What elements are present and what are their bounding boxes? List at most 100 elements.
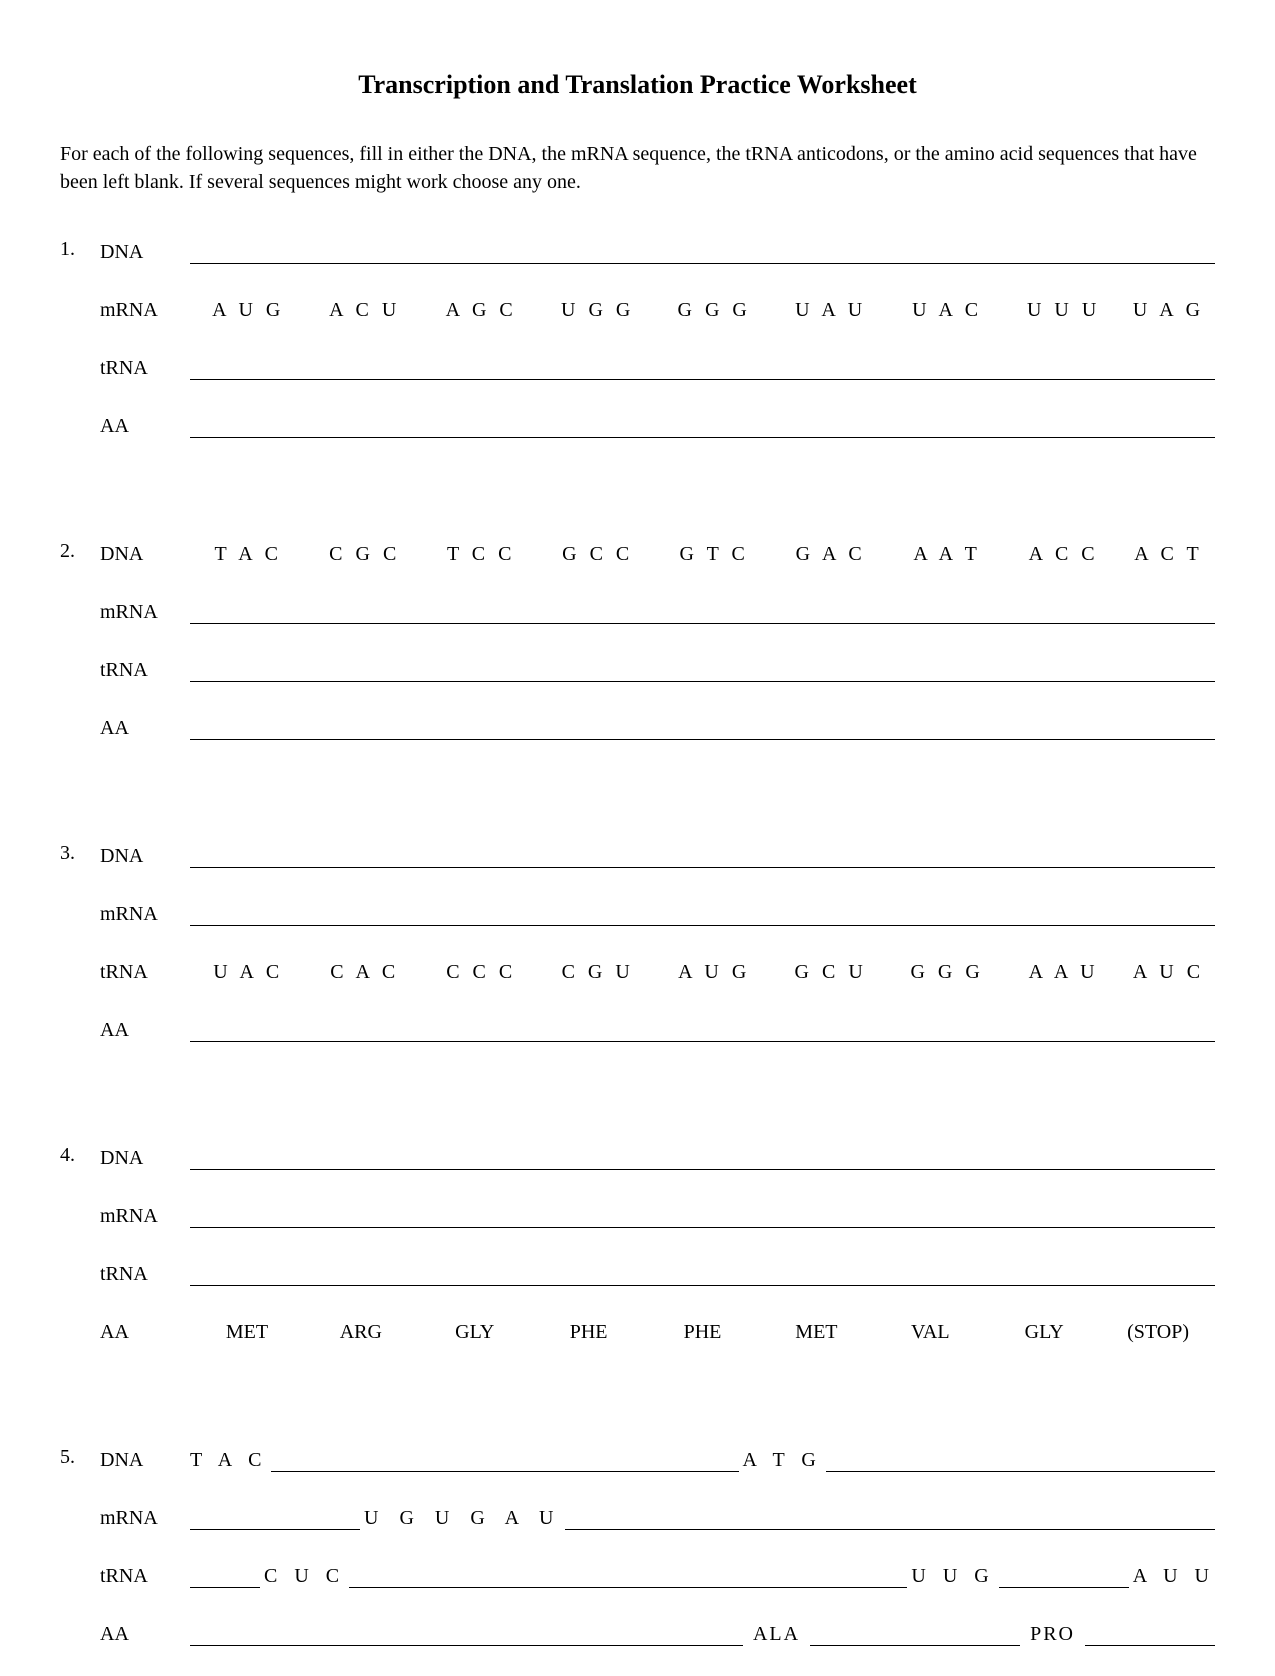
- codon: G C U: [772, 961, 888, 984]
- worksheet-page: Transcription and Translation Practice W…: [60, 70, 1215, 1676]
- amino-acid: GLY: [418, 1321, 532, 1344]
- blank-line[interactable]: [271, 1454, 738, 1472]
- blank-line[interactable]: [190, 420, 1215, 438]
- blank-line[interactable]: [190, 1024, 1215, 1042]
- codon: G A C: [772, 543, 888, 566]
- codon: U U G: [911, 1565, 994, 1588]
- codon: A G C: [423, 299, 539, 322]
- amino-acid: PRO: [1030, 1623, 1075, 1646]
- blank-line[interactable]: [826, 1454, 1215, 1472]
- codon: U A C: [889, 299, 1005, 322]
- row-label-aa: AA: [100, 1321, 190, 1344]
- row-label-dna: DNA: [100, 241, 190, 264]
- problem-3: 3. DNA mRNA tRNA U A C C A C C C C C G U…: [60, 840, 1215, 1072]
- blank-line[interactable]: [190, 246, 1215, 264]
- trna-row: tRNA C U C U U G A U U: [100, 1560, 1215, 1588]
- row-label-aa: AA: [100, 1623, 190, 1646]
- aa-row: AA ALA PRO: [100, 1618, 1215, 1646]
- codon: C G C: [306, 543, 422, 566]
- blank-line[interactable]: [190, 850, 1215, 868]
- blank-line[interactable]: [190, 1570, 260, 1588]
- row-label-trna: tRNA: [100, 659, 190, 682]
- trna-row: tRNA: [100, 654, 1215, 682]
- blank-line[interactable]: [190, 722, 1215, 740]
- dna-row: DNA: [100, 840, 1215, 868]
- codon: C U C: [264, 1565, 345, 1588]
- mrna-row: mRNA U G U G A U: [100, 1502, 1215, 1530]
- row-label-dna: DNA: [100, 543, 190, 566]
- codon: A U G: [190, 299, 306, 322]
- mrna-row: mRNA: [100, 596, 1215, 624]
- mrna-row: mRNA: [100, 1200, 1215, 1228]
- row-label-mrna: mRNA: [100, 1507, 190, 1530]
- blank-line[interactable]: [190, 1512, 360, 1530]
- row-label-trna: tRNA: [100, 1263, 190, 1286]
- problem-5: 5. DNA T A C A T G mRNA U G U G A U: [60, 1444, 1215, 1676]
- codon: U G U G A U: [364, 1507, 561, 1530]
- amino-acid: MET: [190, 1321, 304, 1344]
- page-title: Transcription and Translation Practice W…: [60, 70, 1215, 100]
- row-label-trna: tRNA: [100, 1565, 190, 1588]
- codon: A C T: [1122, 543, 1215, 566]
- codon: U U U: [1005, 299, 1121, 322]
- amino-acid: PHE: [646, 1321, 760, 1344]
- codon: A U U: [1133, 1565, 1215, 1588]
- dna-row: DNA T A C A T G: [100, 1444, 1215, 1472]
- codon: C G U: [539, 961, 655, 984]
- row-label-mrna: mRNA: [100, 903, 190, 926]
- blank-line[interactable]: [1085, 1628, 1215, 1646]
- aa-row: AA: [100, 410, 1215, 438]
- codon: U A G: [1122, 299, 1215, 322]
- codon: A C U: [306, 299, 422, 322]
- problem-number: 3.: [60, 840, 100, 1072]
- amino-acid: ALA: [753, 1623, 800, 1646]
- blank-line[interactable]: [349, 1570, 907, 1588]
- codon: A A T: [889, 543, 1005, 566]
- amino-acid: (STOP): [1101, 1321, 1215, 1344]
- blank-line[interactable]: [565, 1512, 1215, 1530]
- codon: T A C: [190, 1449, 267, 1472]
- blank-line[interactable]: [190, 1152, 1215, 1170]
- dna-row: DNA T A C C G C T C C G C C G T C G A C …: [100, 538, 1215, 566]
- blank-line[interactable]: [190, 1210, 1215, 1228]
- row-label-trna: tRNA: [100, 357, 190, 380]
- blank-line[interactable]: [190, 908, 1215, 926]
- blank-line[interactable]: [190, 362, 1215, 380]
- row-label-mrna: mRNA: [100, 1205, 190, 1228]
- dna-row: DNA: [100, 1142, 1215, 1170]
- blank-line[interactable]: [810, 1628, 1020, 1646]
- aa-row: AA MET ARG GLY PHE PHE MET VAL GLY (STOP…: [100, 1316, 1215, 1344]
- trna-row: tRNA U A C C A C C C C C G U A U G G C U…: [100, 956, 1215, 984]
- problem-body: DNA mRNA A U G A C U A G C U G G G G G U…: [100, 236, 1215, 468]
- codon: T C C: [423, 543, 539, 566]
- codon: G C C: [539, 543, 655, 566]
- codon: A U C: [1122, 961, 1215, 984]
- codon: A U G: [656, 961, 772, 984]
- row-label-mrna: mRNA: [100, 299, 190, 322]
- blank-line[interactable]: [190, 664, 1215, 682]
- row-label-aa: AA: [100, 1019, 190, 1042]
- problem-number: 1.: [60, 236, 100, 468]
- row-label-dna: DNA: [100, 1147, 190, 1170]
- trna-row: tRNA: [100, 1258, 1215, 1286]
- codon: A A U: [1005, 961, 1121, 984]
- problem-2: 2. DNA T A C C G C T C C G C C G T C G A…: [60, 538, 1215, 770]
- amino-acid: MET: [759, 1321, 873, 1344]
- row-label-aa: AA: [100, 717, 190, 740]
- codon: G G G: [656, 299, 772, 322]
- row-label-dna: DNA: [100, 1449, 190, 1472]
- problem-number: 4.: [60, 1142, 100, 1374]
- amino-acid: PHE: [532, 1321, 646, 1344]
- aa-row: AA: [100, 1014, 1215, 1042]
- codon: C A C: [306, 961, 422, 984]
- blank-line[interactable]: [190, 606, 1215, 624]
- row-label-mrna: mRNA: [100, 601, 190, 624]
- instructions-text: For each of the following sequences, fil…: [60, 140, 1215, 196]
- blank-line[interactable]: [190, 1268, 1215, 1286]
- row-label-aa: AA: [100, 415, 190, 438]
- codon: U A U: [772, 299, 888, 322]
- codon: G T C: [656, 543, 772, 566]
- blank-line[interactable]: [190, 1628, 743, 1646]
- blank-line[interactable]: [999, 1570, 1129, 1588]
- codon: T A C: [190, 543, 306, 566]
